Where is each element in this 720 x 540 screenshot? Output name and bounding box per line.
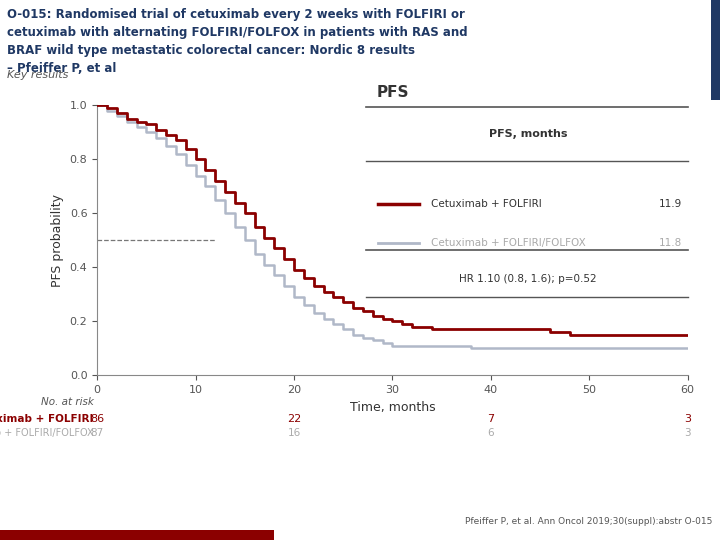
Text: 22: 22 xyxy=(287,414,301,423)
Text: 11.9: 11.9 xyxy=(659,199,682,209)
Text: No. at risk: No. at risk xyxy=(41,397,94,407)
Title: PFS: PFS xyxy=(376,85,409,100)
Text: Key results: Key results xyxy=(7,70,68,80)
Text: 6: 6 xyxy=(487,428,494,438)
Text: 11.8: 11.8 xyxy=(659,238,682,248)
Text: 87: 87 xyxy=(91,428,104,438)
Text: 7: 7 xyxy=(487,414,495,423)
Y-axis label: PFS probability: PFS probability xyxy=(51,194,64,287)
Text: 3: 3 xyxy=(684,428,691,438)
Text: PFS, months: PFS, months xyxy=(489,129,567,139)
Text: 86: 86 xyxy=(90,414,104,423)
Text: O-015: Randomised trial of cetuximab every 2 weeks with FOLFIRI or
cetuximab wit: O-015: Randomised trial of cetuximab eve… xyxy=(7,8,468,75)
Text: Cetuximab + FOLFIRI: Cetuximab + FOLFIRI xyxy=(431,199,541,209)
Text: Pfeiffer P, et al. Ann Oncol 2019;30(suppl):abstr O-015: Pfeiffer P, et al. Ann Oncol 2019;30(sup… xyxy=(465,517,713,526)
Text: 3: 3 xyxy=(684,414,691,423)
Text: Cetuximab + FOLFIRI/FOLFOX: Cetuximab + FOLFIRI/FOLFOX xyxy=(0,428,94,438)
Bar xyxy=(711,0,720,100)
X-axis label: Time, months: Time, months xyxy=(350,401,435,414)
Text: 16: 16 xyxy=(287,428,301,438)
Text: Cetuximab + FOLFIRI/FOLFOX: Cetuximab + FOLFIRI/FOLFOX xyxy=(431,238,585,248)
Text: HR 1.10 (0.8, 1.6); p=0.52: HR 1.10 (0.8, 1.6); p=0.52 xyxy=(459,274,597,285)
Text: Cetuximab + FOLFIRI: Cetuximab + FOLFIRI xyxy=(0,414,94,423)
